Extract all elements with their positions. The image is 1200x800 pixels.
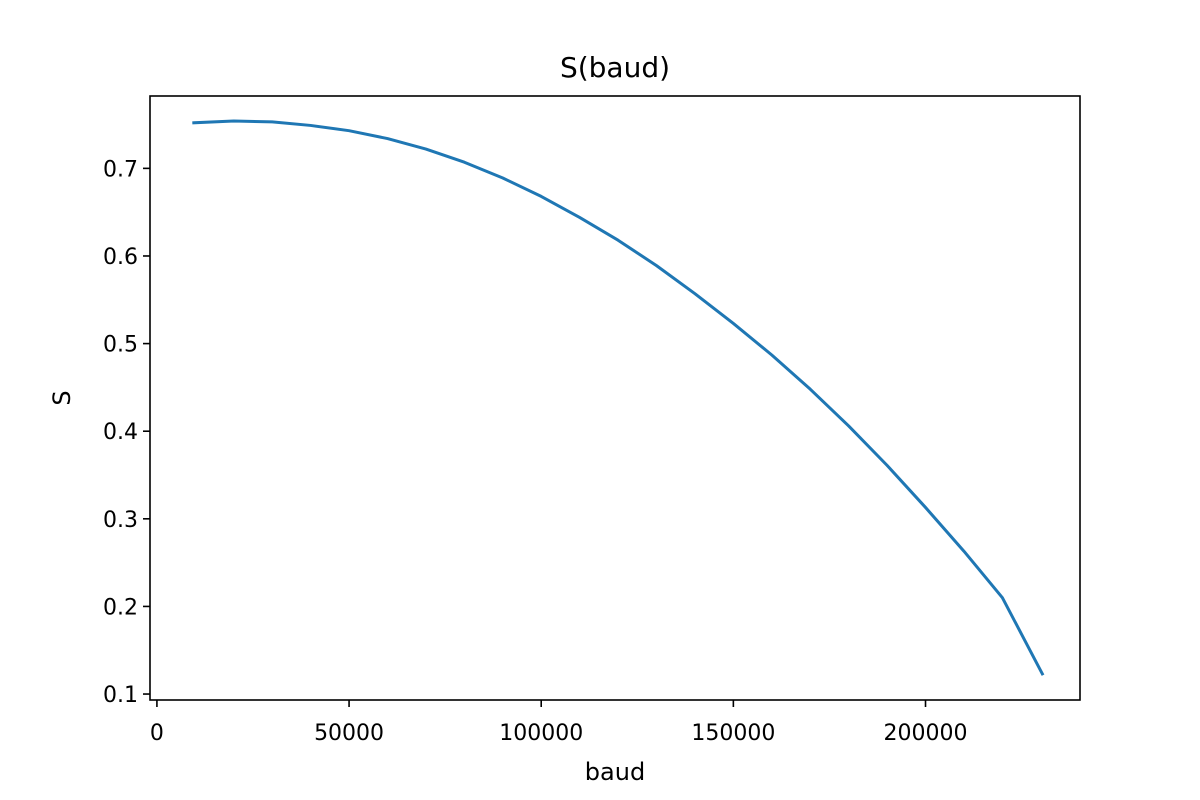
x-tick-label: 100000 xyxy=(499,721,583,746)
x-tick-label: 0 xyxy=(150,721,164,746)
x-tick-label: 50000 xyxy=(314,721,384,746)
x-tick-label: 200000 xyxy=(884,721,968,746)
y-tick-label: 0.4 xyxy=(103,420,138,445)
y-tick-label: 0.3 xyxy=(103,508,138,533)
series-line-0 xyxy=(192,119,1045,676)
x-axis-ticks: 0 50000 100000 150000 200000 xyxy=(150,700,968,746)
axes-frame xyxy=(149,95,1081,701)
y-axis-ticks: 0.1 0.2 0.3 0.4 0.5 0.6 0.7 xyxy=(103,157,150,708)
y-tick-label: 0.1 xyxy=(103,683,138,708)
chart-title: S(baud) xyxy=(560,51,670,84)
y-tick-label: 0.7 xyxy=(103,157,138,182)
plot-area xyxy=(192,119,1045,676)
y-axis-label: S xyxy=(48,390,76,405)
x-axis-label: baud xyxy=(585,758,645,786)
y-tick-label: 0.6 xyxy=(103,245,138,270)
x-tick-label: 150000 xyxy=(691,721,775,746)
y-tick-label: 0.2 xyxy=(103,595,138,620)
y-tick-label: 0.5 xyxy=(103,333,138,358)
